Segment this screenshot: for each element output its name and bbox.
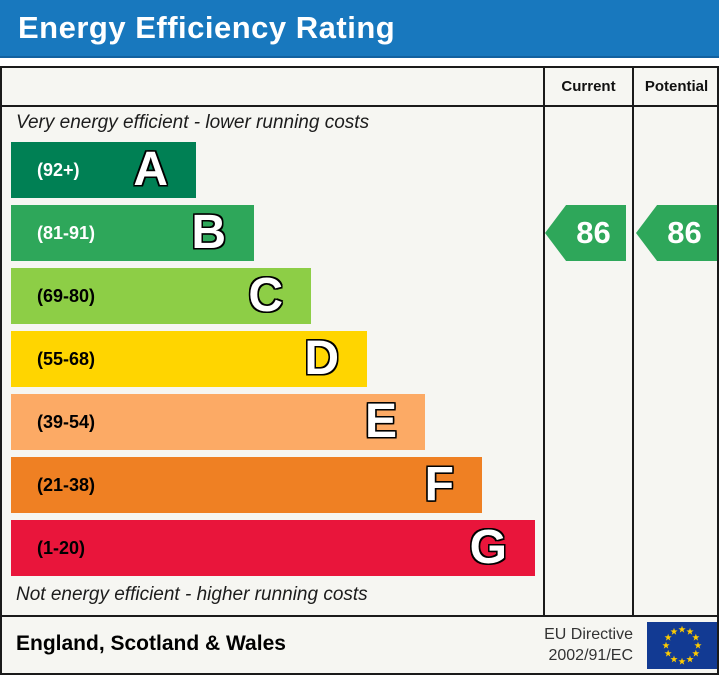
rating-band-f: (21-38) F bbox=[11, 457, 482, 513]
band-range-label: (39-54) bbox=[37, 411, 96, 432]
region-label: England, Scotland & Wales bbox=[16, 632, 286, 655]
band-range-label: (1-20) bbox=[37, 537, 86, 558]
rating-band-g: (1-20) G bbox=[11, 520, 535, 576]
band-letter: E bbox=[364, 395, 397, 448]
current-rating-value: 86 bbox=[576, 215, 611, 250]
band-range-label: (92+) bbox=[37, 159, 80, 180]
column-header-current: Current bbox=[561, 78, 616, 95]
column-divider-current bbox=[543, 68, 545, 615]
eu-directive-line1: EU Directive bbox=[544, 626, 633, 643]
current-rating-arrow: 86 bbox=[545, 205, 626, 261]
column-divider-potential bbox=[632, 68, 634, 615]
column-header-potential: Potential bbox=[644, 78, 709, 95]
header-row-divider bbox=[2, 105, 717, 107]
band-letter: F bbox=[424, 458, 454, 511]
rating-band-e: (39-54) E bbox=[11, 394, 425, 450]
bottom-caption: Not energy efficient - higher running co… bbox=[16, 584, 368, 605]
rating-band-a: (92+) A bbox=[11, 142, 196, 198]
band-letter: G bbox=[469, 521, 507, 574]
eu-flag-icon bbox=[647, 622, 717, 669]
rating-table: Current Potential Very energy efficient … bbox=[0, 66, 719, 617]
footer-bar: England, Scotland & Wales EU Directive 2… bbox=[0, 617, 719, 675]
rating-band-c: (69-80) C bbox=[11, 268, 311, 324]
rating-band-b: (81-91) B bbox=[11, 205, 254, 261]
potential-rating-value: 86 bbox=[667, 215, 702, 250]
eu-directive-line2: 2002/91/EC bbox=[548, 647, 633, 664]
band-letter: C bbox=[248, 269, 283, 322]
eu-directive-label: EU Directive 2002/91/EC bbox=[544, 624, 633, 666]
top-caption: Very energy efficient - lower running co… bbox=[16, 112, 370, 133]
band-letter: A bbox=[133, 143, 168, 196]
page-title: Energy Efficiency Rating bbox=[18, 10, 396, 45]
band-letter: D bbox=[304, 332, 339, 385]
header-bar: Energy Efficiency Rating bbox=[0, 0, 719, 58]
potential-rating-arrow: 86 bbox=[636, 205, 717, 261]
band-range-label: (81-91) bbox=[37, 222, 96, 243]
rating-band-d: (55-68) D bbox=[11, 331, 367, 387]
band-range-label: (21-38) bbox=[37, 474, 96, 495]
band-range-label: (55-68) bbox=[37, 348, 96, 369]
band-range-label: (69-80) bbox=[37, 285, 96, 306]
band-letter: B bbox=[191, 206, 226, 259]
